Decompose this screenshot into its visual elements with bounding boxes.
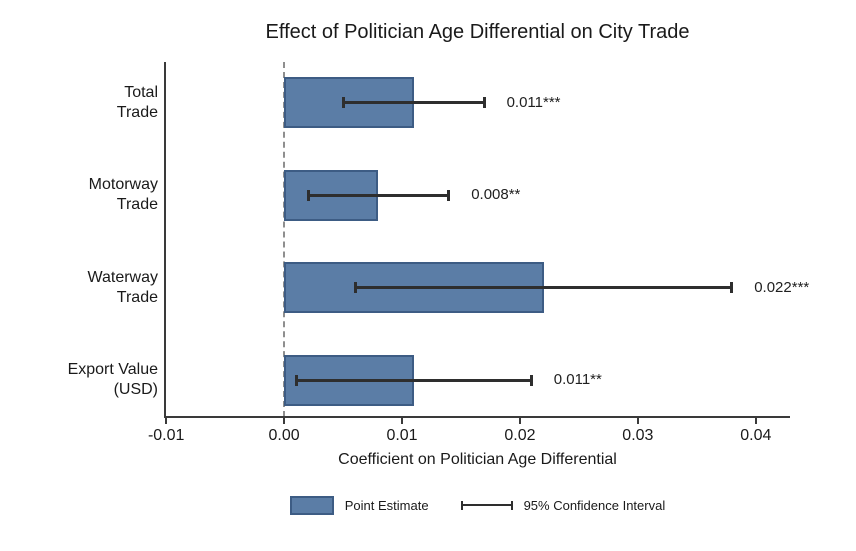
y-category-label: Waterway Trade: [0, 268, 158, 308]
ci-cap-left: [294, 374, 298, 386]
x-axis-line: [164, 416, 790, 418]
confidence-interval-sample-icon: [460, 500, 513, 510]
y-category-label: Motorway Trade: [0, 175, 158, 215]
y-category-label-line: Total: [124, 83, 158, 101]
x-tick: [754, 417, 757, 424]
ci-cap-left: [353, 282, 357, 293]
estimate-label: 0.011***: [506, 93, 561, 111]
y-category-label-line: (USD): [113, 381, 158, 398]
estimate-label: 0.008**: [471, 186, 521, 203]
x-tick-label: 0.03: [622, 427, 654, 444]
x-tick-label: -0.01: [147, 427, 185, 444]
x-tick-label: 0.04: [740, 427, 772, 444]
chart-title: Effect of Politician Age Differential on…: [265, 21, 690, 43]
x-tick-label: 0.01: [386, 427, 418, 444]
ci-cap-right: [529, 374, 533, 386]
y-category-label: Total Trade: [0, 83, 158, 123]
y-category-label-line: Trade: [116, 103, 158, 121]
y-category-label-line: Trade: [116, 196, 158, 213]
legend-item-confidence-interval: 95% Confidence Interval: [460, 497, 666, 513]
y-category-label-line: Motorway: [88, 176, 158, 193]
ci-cap-left: [342, 97, 346, 108]
legend: Point Estimate 95% Confidence Interval: [165, 491, 790, 519]
legend-label-point-estimate: Point Estimate: [344, 497, 429, 513]
y-category-label-line: Trade: [116, 288, 158, 306]
x-tick: [283, 417, 286, 424]
confidence-interval: [307, 193, 450, 197]
y-category-label: Export Value (USD): [0, 360, 158, 400]
ci-cap-right: [447, 189, 451, 201]
confidence-interval: [354, 286, 733, 289]
x-tick: [401, 417, 404, 424]
estimate-label: 0.011**: [553, 371, 602, 388]
x-tick-label: 0.00: [268, 427, 300, 444]
y-category-label-line: Export Value: [67, 361, 158, 378]
x-tick-label: 0.02: [504, 427, 536, 444]
legend-label-confidence-interval: 95% Confidence Interval: [523, 497, 666, 513]
y-axis-line: [164, 62, 166, 418]
point-estimate-swatch-icon: [289, 495, 334, 515]
estimate-label: 0.022***: [754, 278, 810, 296]
confidence-interval: [295, 378, 532, 382]
zero-reference-line: [283, 62, 286, 417]
ci-cap-left: [306, 189, 310, 201]
confidence-interval: [343, 101, 485, 104]
legend-item-point-estimate: Point Estimate: [289, 495, 429, 515]
x-tick: [518, 417, 521, 424]
y-category-label-line: Waterway: [87, 268, 158, 286]
ci-cap-right: [730, 282, 734, 293]
x-axis-title: Coefficient on Politician Age Differenti…: [338, 451, 617, 468]
ci-cap-right: [482, 97, 486, 108]
x-tick: [636, 417, 639, 424]
x-tick: [165, 417, 168, 424]
